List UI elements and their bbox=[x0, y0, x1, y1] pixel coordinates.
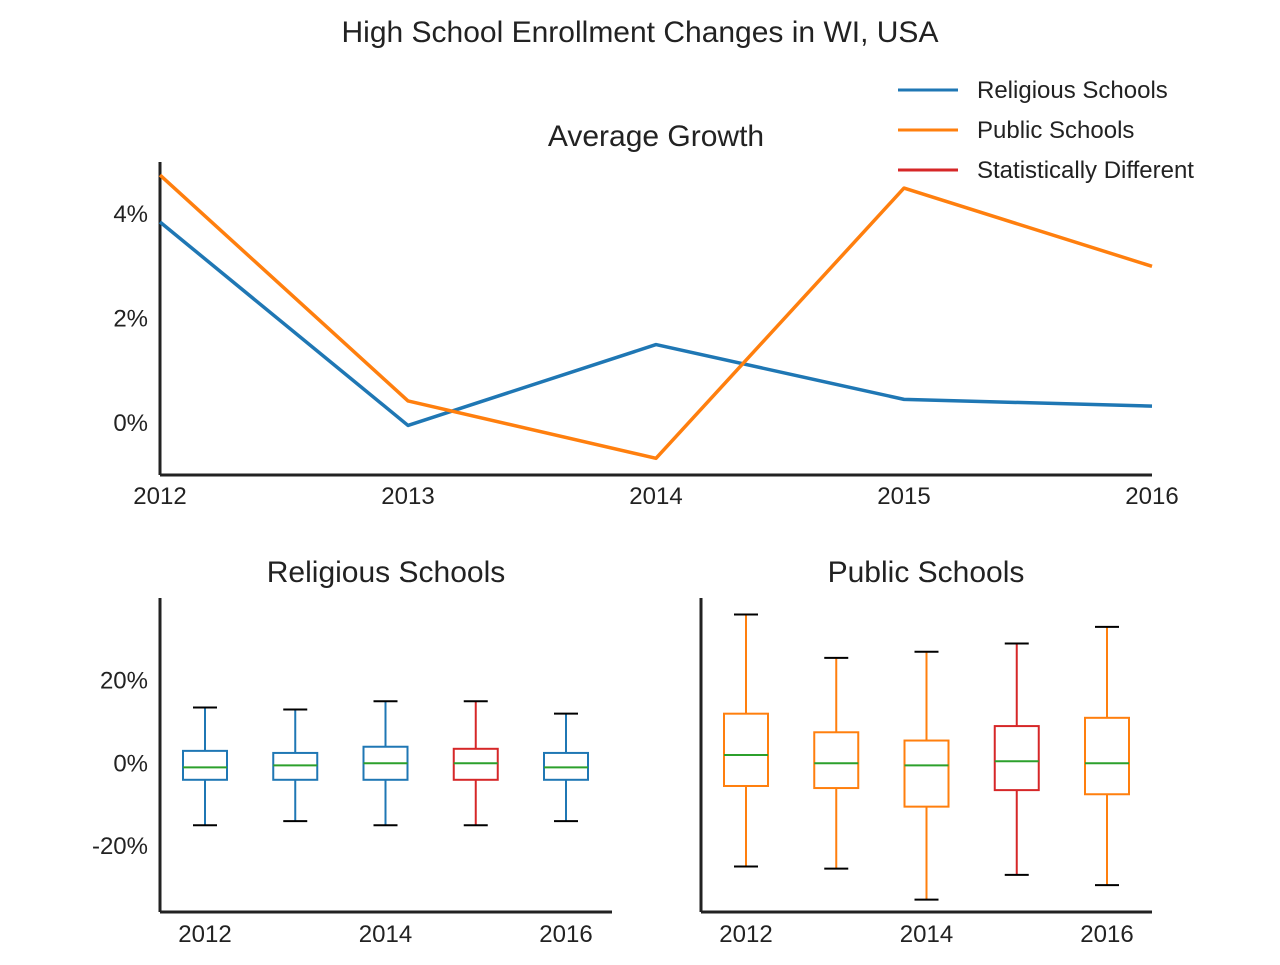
figure-title: High School Enrollment Changes in WI, US… bbox=[342, 16, 939, 49]
religious-schools-boxplot-y-tick-label: 0% bbox=[113, 750, 148, 777]
average-growth-x-tick-label: 2015 bbox=[877, 483, 930, 510]
public-schools-boxplot-box bbox=[1085, 718, 1129, 794]
average-growth-x-tick-label: 2014 bbox=[629, 483, 682, 510]
public-schools-boxplot-x-tick-label: 2014 bbox=[900, 921, 953, 948]
public-schools-boxplot-panel: Public Schools 2012 2014 2016 bbox=[701, 556, 1152, 948]
average-growth-x-tick-label: 2016 bbox=[1125, 483, 1178, 510]
public-schools-boxplot-box bbox=[724, 714, 768, 786]
public-schools-boxplot-x-tick-label: 2016 bbox=[1080, 921, 1133, 948]
public-schools-boxplot-x-tick-label: 2012 bbox=[719, 921, 772, 948]
public-schools-boxplot-box bbox=[814, 732, 858, 788]
religious-schools-boxplot-y-tick-label: 20% bbox=[100, 668, 148, 695]
public-schools-boxplot-title: Public Schools bbox=[828, 556, 1025, 589]
religious-schools-boxplot-title: Religious Schools bbox=[267, 556, 505, 589]
religious-schools-boxplot-y-tick-label: -20% bbox=[92, 833, 148, 860]
average-growth-series-public-line bbox=[160, 175, 1152, 458]
average-growth-y-tick-label: 2% bbox=[113, 306, 148, 333]
religious-schools-boxplot-box bbox=[544, 753, 588, 780]
average-growth-x-tick-label: 2013 bbox=[381, 483, 434, 510]
average-growth-series-religious-line bbox=[160, 222, 1152, 425]
legend-label-religious: Religious Schools bbox=[977, 77, 1168, 104]
legend: Religious Schools Public Schools Statist… bbox=[898, 77, 1194, 184]
religious-schools-boxplot-box bbox=[454, 749, 498, 780]
religious-schools-boxplot-x-tick-label: 2014 bbox=[359, 921, 412, 948]
public-schools-boxplot-box bbox=[995, 726, 1039, 790]
public-schools-boxplot-box bbox=[905, 741, 949, 807]
religious-schools-boxplot-box bbox=[273, 753, 317, 780]
religious-schools-boxplot-x-tick-label: 2016 bbox=[539, 921, 592, 948]
religious-schools-boxplot-x-tick-label: 2012 bbox=[178, 921, 231, 948]
average-growth-y-tick-label: 0% bbox=[113, 410, 148, 437]
religious-schools-boxplot-panel: Religious Schools -20% 0% 20% 2012 2014 2016 bbox=[92, 556, 612, 948]
religious-schools-boxplot-box bbox=[183, 751, 227, 780]
legend-label-public: Public Schools bbox=[977, 117, 1134, 144]
average-growth-x-tick-label: 2012 bbox=[133, 483, 186, 510]
average-growth-y-tick-label: 4% bbox=[113, 201, 148, 228]
legend-label-different: Statistically Different bbox=[977, 157, 1194, 184]
average-growth-title: Average Growth bbox=[548, 120, 764, 153]
